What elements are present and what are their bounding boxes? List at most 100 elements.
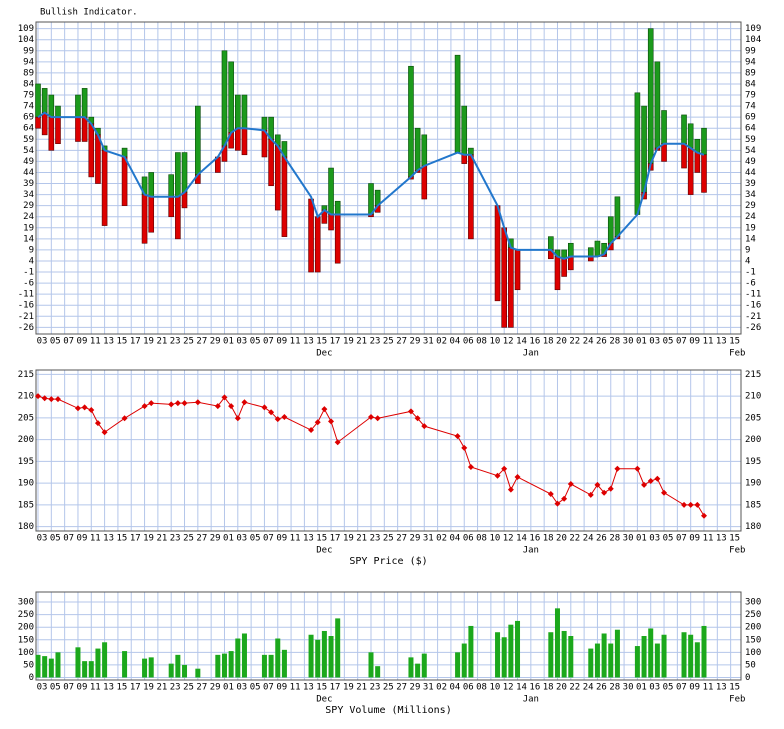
price-marker [35, 393, 41, 400]
x-tick-label: 02 [436, 683, 447, 693]
x-tick-label: 18 [543, 534, 554, 544]
bull-segment [594, 240, 601, 257]
y-tick-label: 210 [18, 392, 34, 402]
price-marker [607, 485, 614, 492]
price-marker [454, 433, 461, 440]
x-tick-label: 03 [37, 534, 48, 544]
y-tick-label: -6 [23, 279, 34, 289]
x-tick-label: 30 [623, 534, 634, 544]
x-tick-label: 06 [463, 337, 474, 347]
price-marker [661, 489, 668, 496]
y-tick-label: -11 [745, 290, 761, 300]
x-tick-label: 31 [423, 534, 434, 544]
x-tick-label: 24 [583, 337, 594, 347]
price-marker [314, 419, 321, 426]
y-tick-label: 100 [18, 648, 34, 658]
bear-segment [328, 214, 334, 231]
x-tick-label: 20 [556, 683, 567, 693]
y-tick-label: -16 [745, 301, 761, 311]
bull-segment [701, 127, 707, 156]
y-tick-label: 9 [745, 245, 750, 255]
y-tick-label: 100 [745, 648, 761, 658]
volume-bar [455, 652, 461, 678]
volume-bar [608, 643, 614, 678]
bear-segment [661, 143, 667, 162]
x-tick-label: 16 [529, 534, 540, 544]
x-tick-label: 04 [449, 337, 460, 347]
x-tick-label: 13 [303, 534, 314, 544]
volume-bar [661, 634, 667, 678]
price-marker [148, 400, 155, 407]
x-tick-label: 21 [156, 534, 167, 544]
volume-bar [461, 643, 467, 678]
price-marker [194, 399, 201, 406]
x-tick-label: 05 [663, 534, 674, 544]
x-tick-label: 25 [383, 337, 394, 347]
x-tick-label: 24 [583, 683, 594, 693]
bull-segment [421, 134, 428, 167]
x-tick-label: 16 [529, 337, 540, 347]
bear-segment [168, 196, 174, 218]
price-marker [101, 429, 108, 436]
x-tick-label: 19 [143, 683, 154, 693]
y-tick-label: 39 [23, 179, 34, 189]
y-tick-label: 195 [745, 457, 761, 467]
x-tick-label: 28 [609, 683, 620, 693]
bear-segment [121, 156, 128, 206]
x-tick-label: 25 [383, 534, 394, 544]
y-tick-label: 190 [745, 479, 761, 489]
volume-bar [182, 664, 188, 678]
x-tick-label: 04 [449, 534, 460, 544]
y-tick-label: 29 [23, 201, 34, 211]
x-tick-label: 01 [223, 683, 234, 693]
x-tick-label: 23 [370, 534, 381, 544]
price-marker [601, 489, 608, 496]
y-tick-label: 250 [18, 610, 34, 620]
x-tick-label: 29 [210, 534, 221, 544]
bear-segment [101, 150, 108, 226]
x-tick-label: 23 [170, 337, 181, 347]
x-tick-label: 28 [609, 534, 620, 544]
y-tick-label: 200 [18, 435, 34, 445]
y-tick-label: 200 [18, 623, 34, 633]
month-label: Feb [729, 546, 745, 556]
volume-bar [375, 666, 381, 678]
price-marker [328, 418, 335, 425]
volume-bar [315, 639, 321, 678]
volume-bar [241, 633, 247, 678]
price-marker [214, 403, 221, 410]
bull-segment [654, 61, 661, 149]
x-tick-label: 17 [330, 337, 341, 347]
bull-segment [81, 88, 88, 118]
x-axis-label: SPY Price ($) [349, 556, 427, 567]
bull-segment [261, 116, 268, 131]
y-tick-label: 79 [745, 91, 756, 101]
price-marker [594, 481, 601, 488]
bull-segment [408, 65, 414, 178]
x-tick-label: 27 [396, 337, 407, 347]
x-tick-label: 27 [196, 683, 207, 693]
x-tick-label: 15 [729, 534, 740, 544]
x-tick-label: 21 [156, 683, 167, 693]
price-marker [94, 420, 101, 427]
x-tick-label: 15 [116, 337, 127, 347]
price-marker [274, 416, 281, 423]
price-marker [507, 486, 514, 493]
volume-bar [614, 629, 620, 678]
x-tick-label: 30 [623, 683, 634, 693]
volume-bar [195, 668, 201, 678]
y-tick-label: 215 [18, 370, 34, 380]
x-tick-label: 18 [543, 337, 554, 347]
y-tick-label: -16 [18, 301, 34, 311]
price-marker [654, 475, 661, 482]
x-tick-label: 29 [410, 337, 421, 347]
x-tick-label: 06 [463, 683, 474, 693]
bull-segment [681, 114, 687, 145]
price-marker [261, 404, 268, 411]
x-tick-label: 26 [596, 534, 607, 544]
x-tick-label: 26 [596, 683, 607, 693]
y-tick-label: 99 [23, 46, 34, 56]
bull-segment [607, 216, 614, 244]
y-tick-label: 14 [745, 234, 756, 244]
